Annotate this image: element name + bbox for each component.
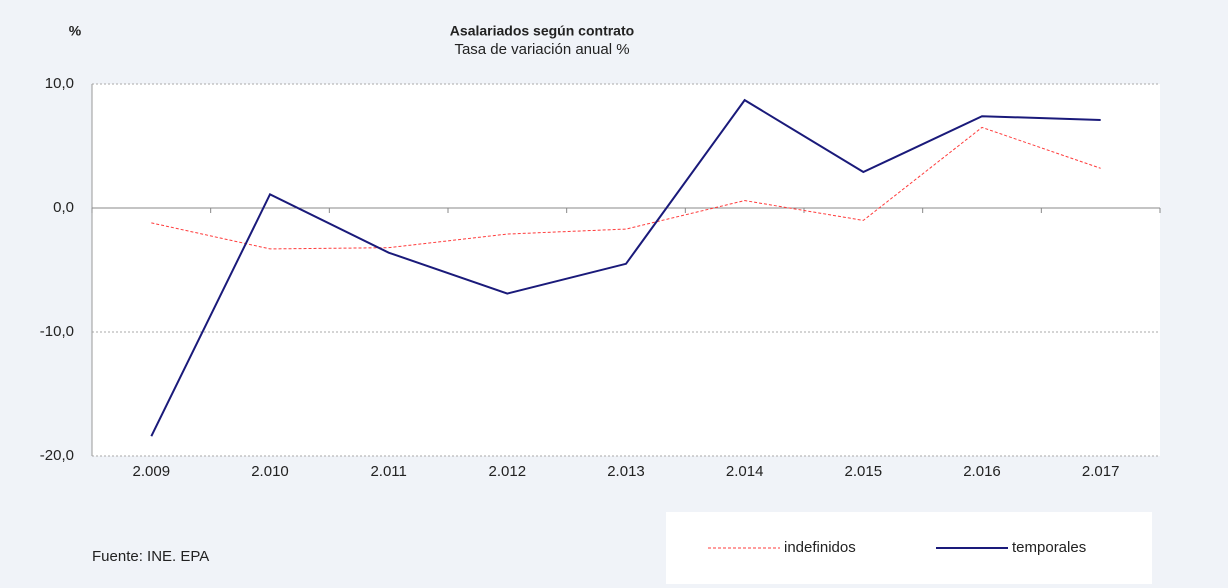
chart-subtitle: Tasa de variación anual %: [454, 41, 629, 58]
x-tick-label: 2.011: [370, 463, 406, 480]
source: Fuente: INE. EPA: [92, 548, 209, 565]
legend-label: indefinidos: [784, 539, 856, 556]
series-line: [151, 126, 1101, 250]
x-tick-label: 2.010: [251, 463, 289, 480]
y-tick-label: 0,0: [53, 199, 74, 216]
chart-title: Asalariados según contrato: [450, 23, 634, 39]
x-tick-label: 2.016: [963, 463, 1001, 480]
plot-area: [92, 84, 1160, 456]
x-tick-label: 2.017: [1082, 463, 1120, 480]
y-tick-label: -20,0: [40, 447, 74, 464]
legend-box: [666, 512, 1152, 584]
x-tick-label: 2.009: [133, 463, 171, 480]
x-tick-label: 2.014: [726, 463, 764, 480]
series-line: [150, 98, 1101, 437]
y-tick-label: 10,0: [45, 75, 74, 92]
x-tick-label: 2.015: [845, 463, 883, 480]
x-tick-label: 2.012: [489, 463, 527, 480]
x-tick-label: 2.013: [607, 463, 645, 480]
legend-label: temporales: [1012, 539, 1086, 556]
y-unit: %: [69, 23, 82, 39]
y-tick-label: -10,0: [40, 323, 74, 340]
